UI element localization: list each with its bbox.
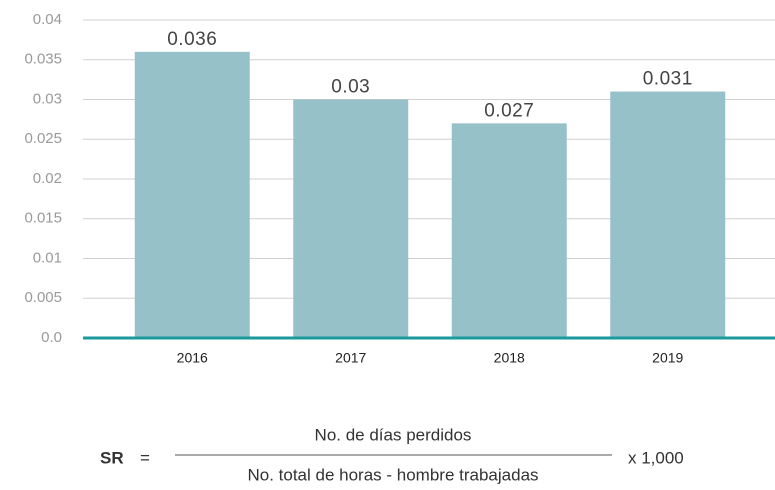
- data-label: 0.03: [331, 77, 370, 98]
- formula-numerator: No. de días perdidos: [315, 425, 472, 444]
- formula-multiplier: x 1,000: [628, 448, 684, 467]
- formula-lhs: SR: [100, 448, 124, 467]
- bar: [134, 51, 250, 339]
- bar: [293, 99, 409, 338]
- data-label: 0.027: [484, 100, 534, 121]
- y-tick-label: 0.025: [24, 130, 62, 147]
- formula-denominator: No. total de horas - hombre trabajadas: [247, 465, 538, 484]
- bar: [610, 91, 726, 338]
- y-tick-label: 0.035: [24, 51, 62, 68]
- x-tick-label: 2019: [652, 350, 683, 366]
- y-tick-label: 0.0: [41, 329, 62, 346]
- data-label: 0.036: [167, 29, 217, 50]
- bar: [451, 123, 567, 338]
- y-tick-label: 0.03: [33, 90, 62, 107]
- formula-equals: =: [140, 448, 150, 467]
- x-tick-label: 2017: [335, 350, 366, 366]
- y-tick-label: 0.01: [33, 249, 62, 266]
- y-tick-label: 0.04: [33, 11, 62, 28]
- y-tick-label: 0.02: [33, 170, 62, 187]
- y-tick-label: 0.005: [24, 289, 62, 306]
- x-tick-label: 2018: [494, 350, 525, 366]
- x-tick-label: 2016: [177, 350, 208, 366]
- y-tick-label: 0.015: [24, 210, 62, 227]
- data-label: 0.031: [643, 69, 693, 90]
